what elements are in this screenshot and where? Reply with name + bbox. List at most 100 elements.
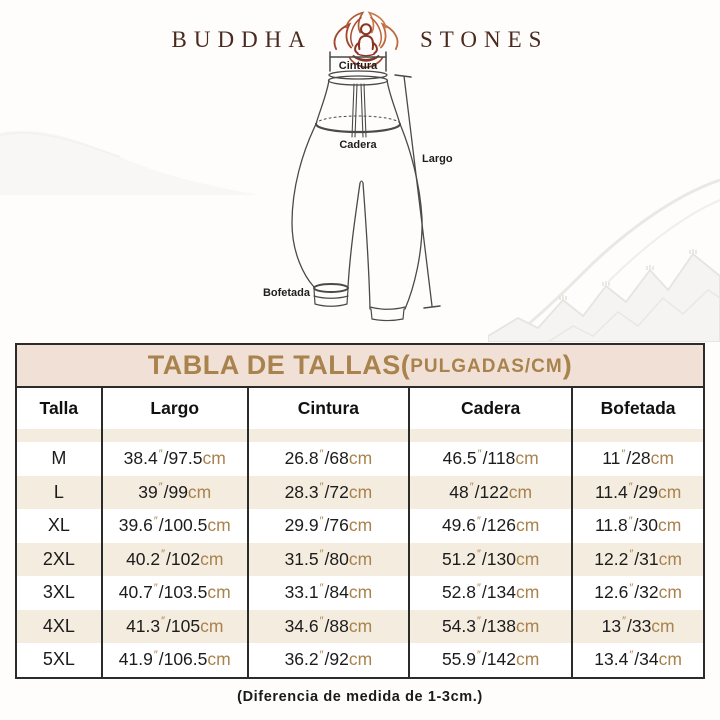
measurement-cell: 48 ″/122 cm	[408, 475, 571, 509]
table-row: 4XL 41.3 ″/105 cm 34.6 ″/88 cm 54.3 ″/138 cm 13 ″/3…	[17, 609, 703, 643]
measurement-cell: 33.1 ″/84 cm	[246, 576, 408, 610]
column-header-cintura: Cintura	[246, 388, 408, 429]
size-cell: 2XL	[42, 548, 75, 569]
table-row: XL 39.6 ″/100.5 cm 29.9 ″/76 cm 49.6 ″/126 cm 11.8…	[17, 509, 703, 543]
cm-value: /29	[633, 481, 658, 502]
inch-mark: ″	[319, 615, 324, 628]
cm-value: /31	[634, 548, 659, 569]
size-cell: XL	[47, 515, 70, 536]
inch-value: 36.2	[284, 649, 319, 670]
cm-value: /80	[324, 548, 349, 569]
cm-value: /122	[474, 481, 509, 502]
table-row: L 39 ″/99 cm 28.3 ″/72 cm 48 ″/122 cm 11.4 ″/29 cm	[17, 475, 703, 509]
inch-mark: ″	[319, 447, 324, 460]
table-title-units: PULGADAS/CM	[410, 356, 563, 377]
cm-unit: cm	[348, 615, 373, 636]
cm-unit: cm	[348, 515, 373, 536]
brand-name-right: STONES	[419, 27, 549, 52]
table-row: M 38.4 ″/97.5 cm 26.8 ″/68 cm 46.5 ″/118 cm 11 ″/28…	[17, 442, 703, 476]
inch-value: 39.6	[118, 515, 153, 536]
mountain-watercolor-art	[488, 178, 720, 342]
cm-value: /68	[324, 448, 349, 469]
cm-value: /76	[324, 515, 349, 536]
cm-value: /134	[481, 582, 516, 603]
inch-value: 38.4	[123, 448, 158, 469]
cm-unit: cm	[348, 481, 373, 502]
inch-value: 12.6	[594, 582, 629, 603]
inch-value: 54.3	[441, 615, 477, 636]
inch-value: 26.8	[284, 448, 319, 469]
measurement-cell: 51.2 ″/130 cm	[408, 542, 571, 576]
cm-unit: cm	[651, 615, 675, 636]
measurement-cell: 13 ″/33 cm	[571, 609, 703, 643]
cm-unit: cm	[515, 448, 539, 469]
inch-value: 28.3	[284, 481, 319, 502]
inch-mark: ″	[629, 548, 634, 561]
inch-value: 39	[138, 481, 158, 502]
cm-unit: cm	[348, 649, 373, 670]
cm-unit: cm	[200, 615, 224, 636]
table-title-close: )	[562, 350, 573, 380]
cm-value: /99	[163, 481, 188, 502]
table-row: 2XL 40.2 ″/102 cm 31.5 ″/80 cm 51.2 ″/130 cm 12.2 ″…	[17, 542, 703, 576]
cm-unit: cm	[207, 515, 231, 536]
cm-unit: cm	[658, 582, 682, 603]
inch-value: 33.1	[284, 582, 319, 603]
cm-unit: cm	[657, 481, 682, 502]
watercolor-hill-left	[0, 130, 260, 195]
inch-value: 13.4	[594, 649, 629, 670]
inch-mark: ″	[158, 447, 163, 460]
measurement-cell: 13.4 ″/34 cm	[571, 643, 703, 677]
inch-value: 46.5	[442, 448, 477, 469]
table-row: 5XL 41.9 ″/106.5 cm 36.2 ″/92 cm 55.9 ″/142 cm 13.…	[17, 643, 703, 677]
cm-unit: cm	[348, 448, 373, 469]
measurement-cell: 41.3 ″/105 cm	[100, 609, 247, 643]
inch-mark: ″	[621, 447, 626, 460]
cm-unit: cm	[187, 481, 212, 502]
inch-value: 12.2	[594, 548, 629, 569]
inch-mark: ″	[477, 548, 481, 561]
size-cell: 5XL	[42, 649, 75, 670]
brand-name-left: BUDDHA	[171, 27, 312, 52]
inch-mark: ″	[319, 481, 324, 494]
inch-mark: ″	[477, 514, 481, 527]
inch-mark: ″	[628, 514, 633, 527]
column-header-bofetada: Bofetada	[571, 388, 703, 429]
measurement-cell: 31.5 ″/80 cm	[246, 542, 408, 576]
length-label: Largo	[422, 153, 453, 165]
cm-unit: cm	[658, 649, 682, 670]
inch-mark: ″	[161, 548, 166, 561]
cm-unit: cm	[515, 649, 540, 670]
cm-value: /72	[324, 481, 349, 502]
table-row: 3XL 40.7 ″/103.5 cm 33.1 ″/84 cm 52.8 ″/134 cm 12.…	[17, 576, 703, 610]
cm-value: /28	[626, 448, 651, 469]
cm-value: /97.5	[163, 448, 203, 469]
cuff-label: Bofetada	[263, 287, 311, 299]
inch-value: 52.8	[441, 582, 477, 603]
measurement-cell: 39.6 ″/100.5 cm	[100, 509, 247, 543]
cm-unit: cm	[515, 548, 540, 569]
size-cell: 4XL	[42, 615, 75, 636]
inch-value: 48	[449, 481, 469, 502]
size-cell: L	[53, 481, 64, 502]
cm-value: /102	[166, 548, 201, 569]
inch-value: 40.7	[118, 582, 153, 603]
inch-value: 29.9	[284, 515, 319, 536]
measurement-cell: 36.2 ″/92 cm	[246, 643, 408, 677]
lotus-meditation-icon	[333, 11, 399, 69]
cm-value: /100.5	[158, 515, 208, 536]
inch-mark: ″	[629, 581, 634, 594]
inch-mark: ″	[158, 481, 163, 494]
measurement-cell: 29.9 ″/76 cm	[246, 509, 408, 543]
measurement-cell: 46.5 ″/118 cm	[408, 442, 571, 476]
header-spacer-row	[17, 429, 703, 442]
measurement-cell: 11.8 ″/30 cm	[571, 509, 703, 543]
inch-value: 31.5	[284, 548, 319, 569]
inch-value: 13	[601, 615, 622, 636]
cm-unit: cm	[515, 582, 540, 603]
inch-mark: ″	[319, 648, 324, 661]
size-cell: M	[51, 448, 67, 469]
column-header-talla: Talla	[39, 398, 79, 418]
measurement-cell: 40.7 ″/103.5 cm	[100, 576, 247, 610]
